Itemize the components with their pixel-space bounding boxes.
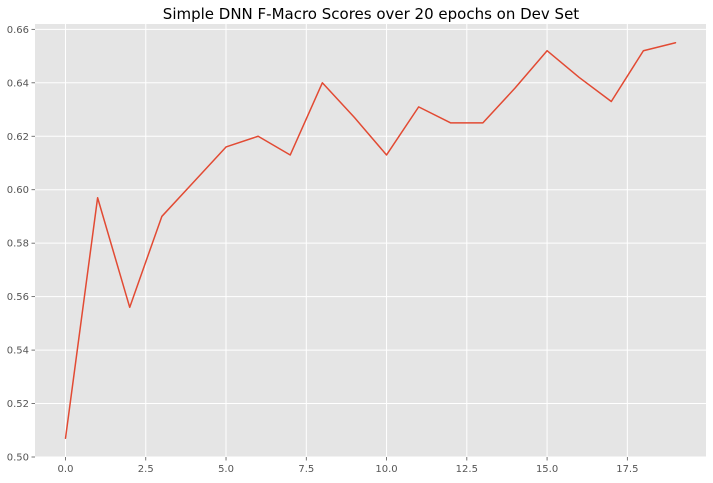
axis-ticks: 0.0 2.5 5.0 7.5 10.0 12.5 15.0 17.5 0.50 0.52 0.54… [7,25,639,475]
x-tick-label: 7.5 [298,464,314,475]
x-tick-label: 5.0 [218,464,234,475]
series-layer [64,41,677,440]
x-tick-label: 0.0 [58,464,74,475]
series-line [64,41,677,440]
y-tick-label: 0.66 [7,25,29,36]
chart-title: Simple DNN F-Macro Scores over 20 epochs… [163,5,580,23]
y-tick-label: 0.64 [7,78,29,89]
y-tick-label: 0.52 [7,399,29,410]
x-tick-label: 2.5 [138,464,154,475]
x-tick-label: 15.0 [536,464,558,475]
y-tick-label: 0.60 [7,185,29,196]
x-tick-label: 12.5 [456,464,478,475]
x-tick-label: 17.5 [616,464,638,475]
y-tick-label: 0.54 [7,346,29,357]
plot-area [35,24,706,457]
y-tick-label: 0.50 [7,453,29,464]
x-tick-label: 10.0 [375,464,397,475]
y-tick-label: 0.56 [7,292,29,303]
grid-lines [35,24,706,458]
y-tick-label: 0.62 [7,132,29,143]
y-tick-label: 0.58 [7,239,29,250]
